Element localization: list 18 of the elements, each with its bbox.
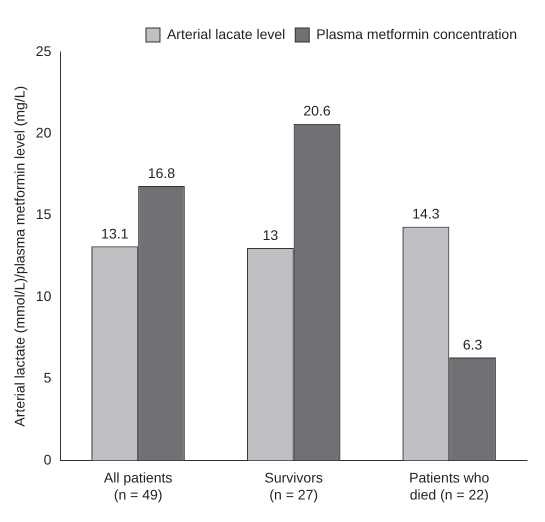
y-tick-label: 25 [36,42,52,59]
data-label: 6.3 [462,336,482,352]
y-tick-label: 0 [44,451,52,468]
y-tick-label: 15 [36,206,52,222]
legend-label: Plasma metformin concentration [316,26,518,42]
data-label: 16.8 [148,164,176,181]
x-tick-label: Survivors (n = 27) [264,470,323,502]
data-label: 13 [262,226,278,243]
data-label: 20.6 [303,102,331,119]
y-tick-label: 10 [36,288,52,304]
data-label: 13.1 [101,225,129,242]
y-axis-title: Arterial lactate (mmol/L)/plasma metformin level (mg/L) [11,86,28,427]
x-tick-label: Patients who died (n = 22) [409,470,490,502]
y-tick-label: 5 [44,370,52,386]
legend-label: Arterial lacate level [166,26,286,42]
x-tick-label: All patients (n = 49) [104,470,172,502]
y-tick-label: 20 [36,124,52,141]
data-label: 14.3 [412,206,440,222]
